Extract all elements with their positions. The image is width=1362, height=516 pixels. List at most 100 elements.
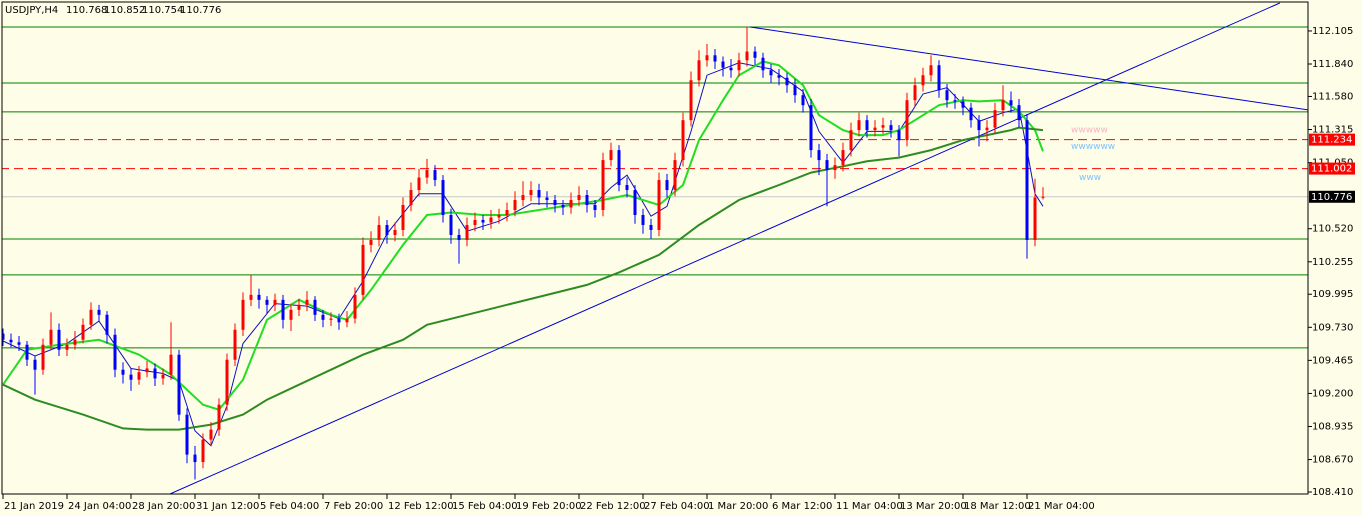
x-tick-label: 22 Feb 12:00 xyxy=(580,501,646,512)
candle-body xyxy=(1001,100,1005,111)
candle-body xyxy=(569,200,573,208)
candle-body xyxy=(369,239,373,245)
candle-body xyxy=(57,329,61,350)
candle-body xyxy=(297,304,301,310)
candle-body xyxy=(577,195,581,201)
x-tick-label: 18 Mar 12:00 xyxy=(964,501,1031,512)
candle-body xyxy=(209,429,213,440)
x-tick-label: 28 Jan 20:00 xyxy=(132,501,195,512)
y-tick-label: 111.840 xyxy=(1312,59,1353,70)
candle-body xyxy=(993,110,997,128)
candle-body xyxy=(1017,105,1021,121)
candle-body xyxy=(921,75,925,86)
candle-body xyxy=(185,414,189,455)
candle-body xyxy=(497,214,501,218)
candle-body xyxy=(281,299,285,320)
candle-body xyxy=(969,107,973,121)
candle-body xyxy=(105,314,109,335)
candle-body xyxy=(321,314,325,320)
candle-body xyxy=(1009,100,1013,106)
candle-body xyxy=(729,67,733,71)
candle-body xyxy=(977,120,981,131)
candle-body xyxy=(513,200,517,211)
axes: 112.105111.840111.580111.315111.050110.5… xyxy=(2,26,1355,512)
candle-body xyxy=(833,165,837,171)
x-tick-label: 1 Mar 20:00 xyxy=(708,501,768,512)
candle-body xyxy=(641,214,645,225)
candle-body xyxy=(121,369,125,375)
candle-body xyxy=(913,85,917,101)
candle-body xyxy=(153,368,157,379)
y-tick-label: 111.315 xyxy=(1312,125,1353,136)
candle-body xyxy=(41,344,45,370)
candle-body xyxy=(129,374,133,380)
candle-body xyxy=(385,224,389,235)
candle-body xyxy=(873,127,877,131)
x-tick-label: 11 Mar 04:00 xyxy=(836,501,903,512)
candle-body xyxy=(241,299,245,330)
x-tick-label: 6 Mar 12:00 xyxy=(772,501,832,512)
moving-average xyxy=(2,60,1044,411)
candle-body xyxy=(841,150,845,166)
candle-body xyxy=(465,224,469,240)
candle-body xyxy=(801,95,805,106)
alert-label-bg xyxy=(1309,162,1355,175)
candle-body xyxy=(985,127,989,131)
candle-body xyxy=(337,318,341,323)
candle-body xyxy=(537,190,541,198)
candle-body xyxy=(649,224,653,230)
candle-body xyxy=(265,299,269,305)
candle-body xyxy=(417,177,421,191)
candle-body xyxy=(849,130,853,151)
candle-body xyxy=(937,65,941,91)
candle-body xyxy=(313,299,317,315)
candle-body xyxy=(601,160,605,211)
x-tick-label: 27 Feb 04:00 xyxy=(644,501,710,512)
y-tick-label: 112.105 xyxy=(1312,26,1353,37)
candle-body xyxy=(905,100,909,141)
candle-body xyxy=(785,77,789,86)
candle-body xyxy=(585,195,589,206)
candle-body xyxy=(1041,196,1045,198)
candle-body xyxy=(953,100,957,102)
candle-body xyxy=(633,190,637,215)
candle-body xyxy=(345,318,349,323)
x-tick-label: 13 Mar 20:00 xyxy=(900,501,967,512)
candle-body xyxy=(793,85,797,96)
candle-body xyxy=(225,359,229,405)
header-close: 110.776 xyxy=(180,5,221,16)
candle-body xyxy=(81,324,85,340)
candle-body xyxy=(201,439,205,463)
candle-body xyxy=(945,90,949,101)
trend-line xyxy=(750,26,1308,111)
x-tick-label: 5 Feb 04:00 xyxy=(260,501,319,512)
candle-body xyxy=(353,294,357,319)
alert-label: 111.234 xyxy=(1311,135,1352,146)
y-tick-label: 109.995 xyxy=(1312,289,1353,300)
price-label-bg xyxy=(1309,190,1355,203)
candle-body xyxy=(233,329,237,360)
x-tick-label: 7 Feb 20:00 xyxy=(324,501,383,512)
alert-label: 111.002 xyxy=(1311,164,1352,175)
y-tick-label: 108.935 xyxy=(1312,421,1353,432)
annotation: wwwwww xyxy=(1071,142,1115,152)
x-tick-label: 21 Jan 2019 xyxy=(4,501,64,512)
candle-body xyxy=(553,200,557,206)
candle-body xyxy=(257,294,261,300)
candle-body xyxy=(625,185,629,191)
annotation: wwwww xyxy=(1071,126,1108,136)
candle-body xyxy=(169,354,173,375)
alert-label-bg xyxy=(1309,133,1355,146)
candle-body xyxy=(17,342,21,345)
annotation: www xyxy=(1079,173,1101,183)
candle-body xyxy=(761,57,765,71)
candle-body xyxy=(673,160,677,191)
y-tick-label: 110.255 xyxy=(1312,257,1353,268)
candle-body xyxy=(697,60,701,81)
candle-body xyxy=(505,210,509,215)
candle-body xyxy=(857,120,861,131)
candle-body xyxy=(249,294,253,300)
candle-body xyxy=(145,368,149,373)
